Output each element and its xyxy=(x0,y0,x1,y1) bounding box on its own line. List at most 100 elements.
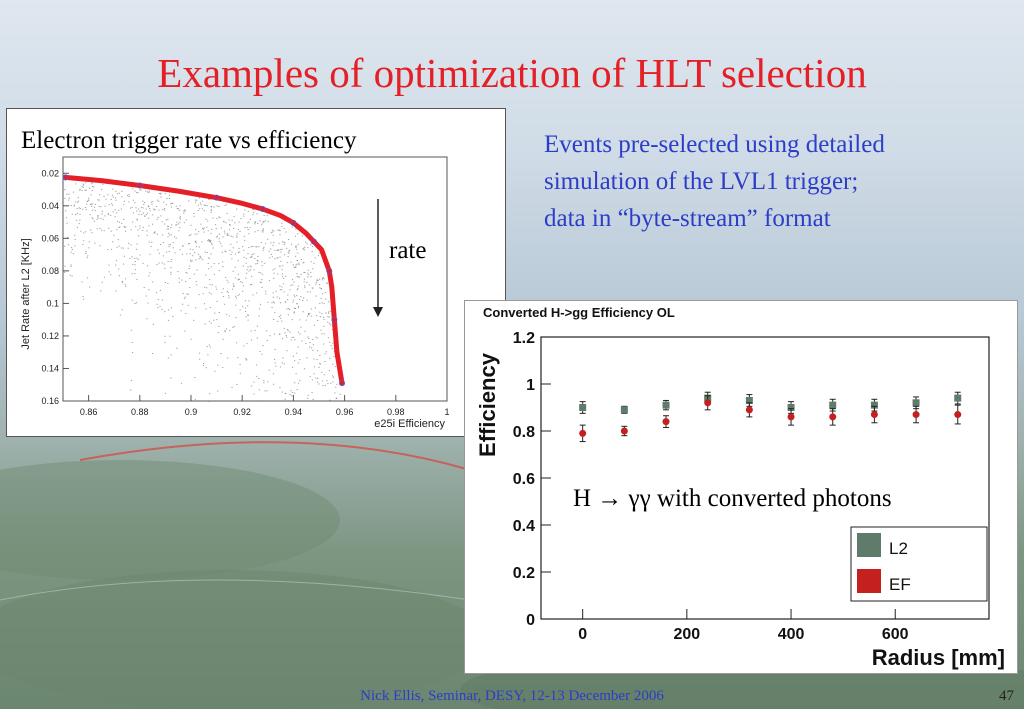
cloud-dot xyxy=(117,239,120,241)
cloud-dot xyxy=(64,271,66,273)
cloud-dot xyxy=(138,235,140,237)
cloud-dot xyxy=(319,363,321,365)
cloud-dot xyxy=(281,286,283,288)
cloud-dot xyxy=(278,242,280,244)
cloud-dot xyxy=(242,246,244,248)
cloud-dot xyxy=(118,209,120,211)
cloud-dot xyxy=(296,289,299,291)
cloud-dot xyxy=(118,245,120,247)
cloud-dot xyxy=(136,278,138,280)
cloud-dot xyxy=(159,289,162,291)
cloud-dot xyxy=(144,215,146,217)
cloud-dot xyxy=(96,218,98,220)
cloud-dot xyxy=(247,266,249,268)
cloud-dot xyxy=(233,216,235,218)
cloud-dot xyxy=(327,337,330,339)
cloud-dot xyxy=(273,358,276,360)
cloud-dot xyxy=(160,215,162,217)
cloud-dot xyxy=(250,266,252,268)
cloud-dot xyxy=(268,280,271,282)
cloud-dot xyxy=(299,333,301,335)
cloud-dot xyxy=(297,285,299,287)
cloud-dot xyxy=(128,201,130,203)
cloud-dot xyxy=(207,262,209,264)
cloud-dot xyxy=(332,363,334,365)
cloud-dot xyxy=(218,238,220,240)
cloud-dot xyxy=(161,262,163,264)
cloud-dot xyxy=(221,245,223,247)
cloud-dot xyxy=(227,292,229,294)
cloud-dot xyxy=(263,382,265,384)
x-tick-label: 600 xyxy=(882,626,909,643)
cloud-dot xyxy=(289,289,291,291)
cloud-dot xyxy=(147,205,150,207)
efficiency-vs-radius-panel: Converted H->gg Efficiency OL 0 0.2 0.4 0.6… xyxy=(464,300,1018,674)
cloud-dot xyxy=(324,353,326,355)
cloud-dot xyxy=(160,193,162,195)
cloud-dot xyxy=(110,214,112,216)
cloud-dot xyxy=(113,234,115,236)
cloud-dot xyxy=(328,341,331,343)
cloud-dot xyxy=(321,279,323,281)
cloud-dot xyxy=(194,201,197,203)
cloud-dot xyxy=(328,370,331,372)
cloud-dot xyxy=(303,297,305,299)
cloud-dot xyxy=(243,235,245,237)
cloud-dot xyxy=(321,371,323,373)
cloud-dot xyxy=(165,204,167,206)
x-axis-label: Radius [mm] xyxy=(872,645,1005,670)
cloud-dot xyxy=(281,391,283,393)
cloud-dot xyxy=(193,273,195,275)
cloud-dot xyxy=(124,284,126,286)
curve-marker xyxy=(213,194,220,201)
cloud-dot xyxy=(255,263,257,265)
y-tick-label: 1 xyxy=(526,377,535,394)
cloud-dot xyxy=(236,241,238,243)
cloud-dot xyxy=(295,228,297,230)
cloud-dot xyxy=(231,219,233,221)
cloud-dot xyxy=(238,279,240,281)
cloud-dot xyxy=(276,296,278,298)
cloud-dot xyxy=(272,301,275,303)
cloud-dot xyxy=(336,383,338,385)
cloud-dot xyxy=(273,318,275,320)
cloud-dot xyxy=(283,227,285,229)
cloud-dot xyxy=(309,313,311,315)
cloud-dot xyxy=(274,250,276,252)
cloud-dot xyxy=(247,228,249,230)
cloud-dot xyxy=(310,315,312,317)
cloud-dot xyxy=(257,230,259,232)
cloud-dot xyxy=(213,319,215,321)
cloud-dot xyxy=(251,255,253,257)
cloud-dot xyxy=(293,311,295,313)
cloud-dot xyxy=(130,379,132,381)
cloud-dot xyxy=(243,215,245,217)
cloud-dot xyxy=(328,316,331,318)
cloud-dot xyxy=(294,382,296,384)
cloud-dot xyxy=(190,338,192,340)
cloud-dot xyxy=(228,234,230,236)
curve-marker xyxy=(326,267,333,274)
cloud-dot xyxy=(76,207,78,209)
cloud-dot xyxy=(187,293,189,295)
cloud-dot xyxy=(204,251,206,253)
cloud-dot xyxy=(85,208,87,210)
cloud-dot xyxy=(209,279,211,281)
cloud-dot xyxy=(137,258,139,260)
cloud-dot xyxy=(76,219,78,221)
cloud-dot xyxy=(203,204,205,206)
cloud-dot xyxy=(86,277,89,279)
cloud-dot xyxy=(329,357,331,359)
cloud-dot xyxy=(176,224,178,226)
cloud-dot xyxy=(278,229,280,231)
cloud-dot xyxy=(248,300,250,302)
cloud-dot xyxy=(272,373,275,375)
cloud-dot xyxy=(165,219,167,221)
cloud-dot xyxy=(210,266,213,268)
cloud-dot xyxy=(263,246,265,248)
cloud-dot xyxy=(235,297,238,299)
cloud-dot xyxy=(115,260,118,262)
cloud-dot xyxy=(91,209,94,211)
cloud-dot xyxy=(272,234,274,236)
cloud-dot xyxy=(118,192,121,194)
